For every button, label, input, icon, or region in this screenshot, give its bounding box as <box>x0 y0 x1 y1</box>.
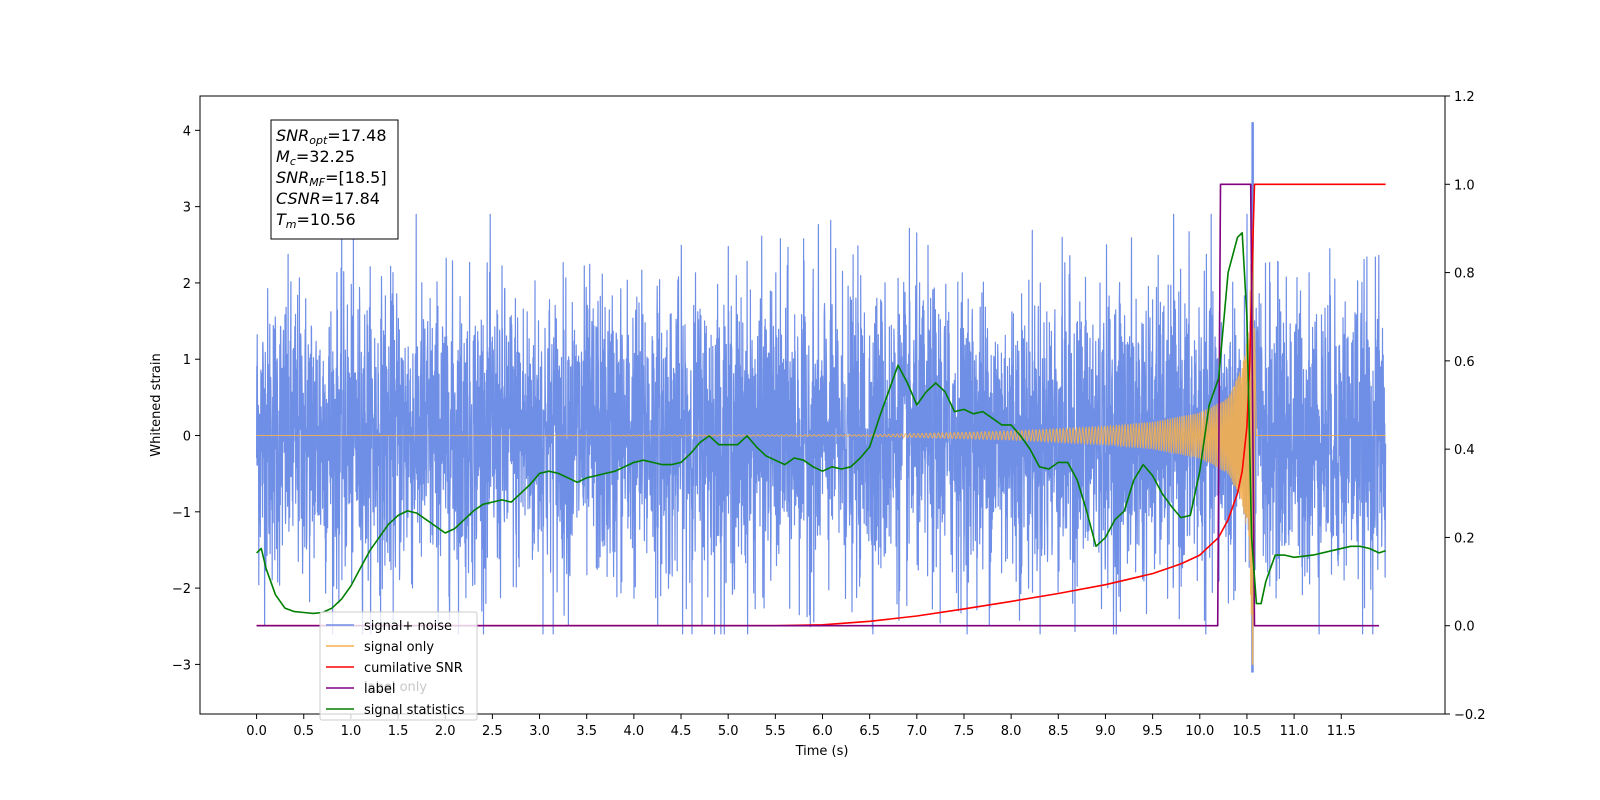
y2-tick-label: 1.2 <box>1454 90 1475 105</box>
legend-label: label <box>364 682 395 697</box>
y2-tick-label: 0.0 <box>1454 620 1475 635</box>
x-axis-label: Time (s) <box>795 744 849 759</box>
annotation-line: SNRopt=17.48 <box>276 126 387 147</box>
x-tick-label: 8.0 <box>1001 724 1022 739</box>
x-tick-label: 2.0 <box>435 724 456 739</box>
legend-label: cumilative SNR <box>364 661 463 676</box>
annotation-symbol: M <box>276 147 290 166</box>
x-tick-label: 0.5 <box>293 724 314 739</box>
annotation-subscript: m <box>286 218 297 231</box>
x-tick-label: 8.5 <box>1048 724 1069 739</box>
y-tick-label: −2 <box>172 582 191 597</box>
y-axis-label: Whitened strain <box>149 353 164 456</box>
y-tick-label: 1 <box>183 353 191 368</box>
annotation-line: Tm=10.56 <box>276 210 356 231</box>
annotation-symbol: CSNR <box>276 189 321 208</box>
y2-tick-label: 0.6 <box>1454 355 1475 370</box>
annotation-value: =10.56 <box>297 210 356 229</box>
y-axis-right: −0.2 0.0 0.2 0.4 0.6 0.8 1.0 1.2 <box>1445 90 1486 723</box>
x-tick-label: 2.5 <box>482 724 503 739</box>
x-tick-label: 11.5 <box>1327 724 1356 739</box>
legend-label: signal+ noise <box>364 619 452 634</box>
y-tick-label: −1 <box>172 506 191 521</box>
annotation-symbol: SNR <box>276 126 309 145</box>
annotation-line: Mc=32.25 <box>276 147 355 168</box>
x-tick-label: 7.5 <box>954 724 975 739</box>
x-tick-label: 10.0 <box>1185 724 1214 739</box>
x-tick-label: 1.5 <box>388 724 409 739</box>
annotation-value: =17.48 <box>327 126 386 145</box>
annotation-frame <box>270 119 399 240</box>
y2-tick-label: 0.4 <box>1454 443 1475 458</box>
x-tick-label: 6.0 <box>812 724 833 739</box>
signal-noise-line <box>256 122 1387 673</box>
annotation-subscript: c <box>290 155 296 168</box>
annotation-symbol: SNR <box>276 168 309 187</box>
x-tick-label: 7.0 <box>906 724 927 739</box>
x-tick-label: 9.0 <box>1095 724 1116 739</box>
y-tick-label: 3 <box>183 201 191 216</box>
x-tick-label: 3.5 <box>576 724 597 739</box>
y-tick-label: 0 <box>183 430 191 445</box>
x-tick-label: 6.5 <box>859 724 880 739</box>
legend-frame <box>319 611 478 721</box>
y2-tick-label: −0.2 <box>1454 708 1486 723</box>
legend: label only signal+ noise signal only cumila… <box>319 611 478 721</box>
y-tick-label: −3 <box>172 658 191 673</box>
signal-statistics-line <box>256 232 1386 615</box>
legend-ghost-text: label only <box>364 680 427 695</box>
x-tick-label: 3.0 <box>529 724 550 739</box>
y-tick-label: 2 <box>183 277 191 292</box>
y2-tick-label: 1.0 <box>1454 178 1475 193</box>
y-tick-label: 4 <box>183 124 191 139</box>
annotation-line: SNRMF=[18.5] <box>276 168 387 189</box>
x-tick-label: 11.0 <box>1280 724 1309 739</box>
annotation-subscript: MF <box>309 176 325 189</box>
y2-tick-label: 0.8 <box>1454 267 1475 282</box>
legend-label: signal statistics <box>364 703 465 718</box>
stats-annotation-box: SNRopt=17.48Mc=32.25SNRMF=[18.5]CSNR=17.… <box>270 119 399 240</box>
x-tick-label: 1.0 <box>341 724 362 739</box>
x-tick-label: 9.5 <box>1142 724 1163 739</box>
y2-tick-label: 0.2 <box>1454 531 1475 546</box>
annotation-line: CSNR=17.84 <box>276 189 380 208</box>
x-tick-label: 4.5 <box>671 724 692 739</box>
x-tick-label: 5.5 <box>765 724 786 739</box>
annotation-value: =17.84 <box>321 189 380 208</box>
signal-only-line <box>256 230 1386 665</box>
x-tick-label: 0.0 <box>246 724 267 739</box>
x-tick-label: 4.0 <box>624 724 645 739</box>
x-axis: 0.0 0.5 1.0 1.5 2.0 2.5 3.0 3.5 4.0 4.5 5.0 5.5 6.0 6… <box>246 714 1356 739</box>
annotation-subscript: opt <box>309 134 328 147</box>
annotation-value: =[18.5] <box>325 168 387 187</box>
signal-noise-series <box>256 122 1387 673</box>
label-line <box>256 183 1379 627</box>
series-layer <box>256 183 1386 665</box>
annotation-symbol: T <box>276 210 287 229</box>
x-tick-label: 10.5 <box>1232 724 1261 739</box>
legend-label: signal only <box>364 640 434 655</box>
y-axis-left: −3 −2 −1 0 1 2 3 4 <box>172 124 200 673</box>
x-tick-label: 5.0 <box>718 724 739 739</box>
annotation-value: =32.25 <box>296 147 355 166</box>
